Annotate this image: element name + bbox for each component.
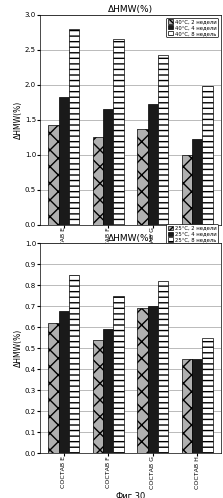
Bar [158, 281, 168, 453]
Y-axis label: ΔHMW(%): ΔHMW(%) [14, 101, 23, 139]
Bar [93, 340, 103, 453]
Bar [158, 55, 168, 225]
Legend: 40°C, 2 недели, 40°C, 4 недели, 40°C, 8 недель: 40°C, 2 недели, 40°C, 4 недели, 40°C, 8 … [166, 17, 218, 37]
Bar [192, 139, 202, 225]
Bar [202, 338, 213, 453]
Bar [182, 155, 192, 225]
Bar [113, 296, 124, 453]
Bar [48, 124, 59, 225]
Bar [59, 311, 69, 453]
Bar [69, 29, 79, 225]
Bar [148, 306, 158, 453]
X-axis label: Фиг.30: Фиг.30 [115, 492, 146, 498]
Bar [69, 275, 79, 453]
Bar [192, 359, 202, 453]
Bar [148, 104, 158, 225]
Bar [93, 137, 103, 225]
Bar [48, 323, 59, 453]
Bar [113, 39, 124, 225]
Title: ΔHMW(%): ΔHMW(%) [108, 234, 153, 243]
Bar [182, 359, 192, 453]
Title: ΔHMW(%): ΔHMW(%) [108, 5, 153, 14]
Bar [103, 109, 113, 225]
Bar [59, 98, 69, 225]
Bar [103, 330, 113, 453]
Y-axis label: ΔHMW(%): ΔHMW(%) [14, 329, 23, 368]
Bar [202, 86, 213, 225]
Legend: 25°C, 2 недели, 25°C, 4 недели, 25°C, 8 недель: 25°C, 2 недели, 25°C, 4 недели, 25°C, 8 … [166, 224, 218, 244]
Bar [137, 129, 148, 225]
Bar [137, 308, 148, 453]
